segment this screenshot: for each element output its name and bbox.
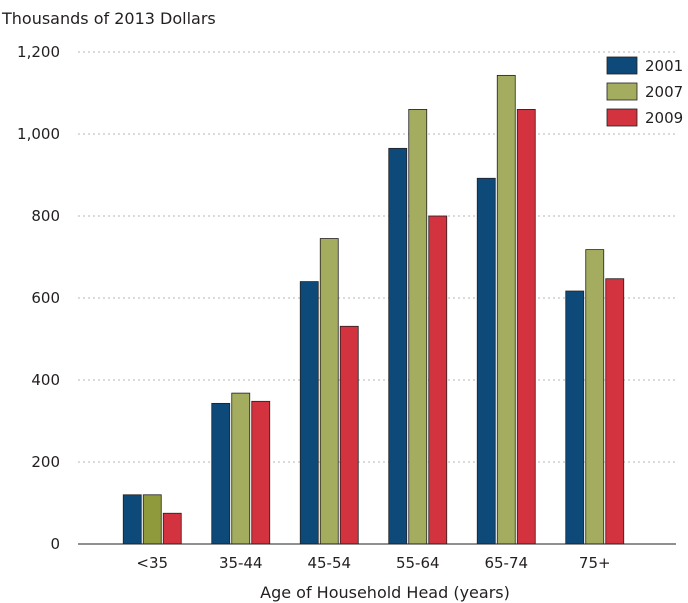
y-tick-label: 1,200 xyxy=(17,43,60,61)
bar-2001-65-74 xyxy=(476,177,496,545)
legend-label: 2009 xyxy=(645,109,683,127)
bar-2007-35-44 xyxy=(231,392,251,545)
x-axis-title: Age of Household Head (years) xyxy=(260,583,510,602)
y-tick-label: 1,000 xyxy=(17,125,60,143)
bar-2009-<35 xyxy=(162,512,182,545)
bar-2009-75+ xyxy=(605,278,625,545)
x-tick-label: 55-64 xyxy=(396,554,440,572)
x-tick-label: 65-74 xyxy=(484,554,528,572)
bars xyxy=(122,74,625,545)
y-tick-label: 0 xyxy=(50,535,60,553)
y-axis-title: Thousands of 2013 Dollars xyxy=(1,9,216,28)
bar-2009-45-54 xyxy=(339,325,359,545)
bar-2001-75+ xyxy=(565,290,585,545)
bar-2007-55-64 xyxy=(408,109,428,545)
bar-2007-65-74 xyxy=(496,74,516,545)
y-tick-label: 600 xyxy=(31,289,60,307)
bar-2007-45-54 xyxy=(319,238,339,545)
y-axis-ticks: 0 200 400 600 800 1,000 1,200 xyxy=(17,43,60,553)
bar-2007-75+ xyxy=(585,249,605,545)
x-tick-label: <35 xyxy=(136,554,168,572)
x-tick-label: 35-44 xyxy=(219,554,263,572)
bar-2009-35-44 xyxy=(251,400,271,545)
y-tick-label: 800 xyxy=(31,207,60,225)
y-tick-label: 400 xyxy=(31,371,60,389)
bar-2001-35-44 xyxy=(211,402,231,545)
legend-swatch-2009 xyxy=(606,108,638,127)
x-tick-label: 75+ xyxy=(579,554,611,572)
bar-2009-65-74 xyxy=(516,109,536,545)
bar-2001-55-64 xyxy=(388,147,408,545)
bar-2007-<35 xyxy=(142,494,162,545)
x-axis-ticks: <35 35-44 45-54 55-64 65-74 75+ xyxy=(136,554,610,572)
bar-2001-<35 xyxy=(122,494,142,545)
legend-swatch-2007 xyxy=(606,82,638,101)
legend-label: 2007 xyxy=(645,83,683,101)
bar-2009-55-64 xyxy=(428,215,448,545)
x-tick-label: 45-54 xyxy=(307,554,351,572)
bar-2001-45-54 xyxy=(299,281,319,545)
y-tick-label: 200 xyxy=(31,453,60,471)
legend-swatch-2001 xyxy=(606,56,638,75)
legend-label: 2001 xyxy=(645,57,683,75)
legend: 2001 2007 2009 xyxy=(606,56,683,127)
